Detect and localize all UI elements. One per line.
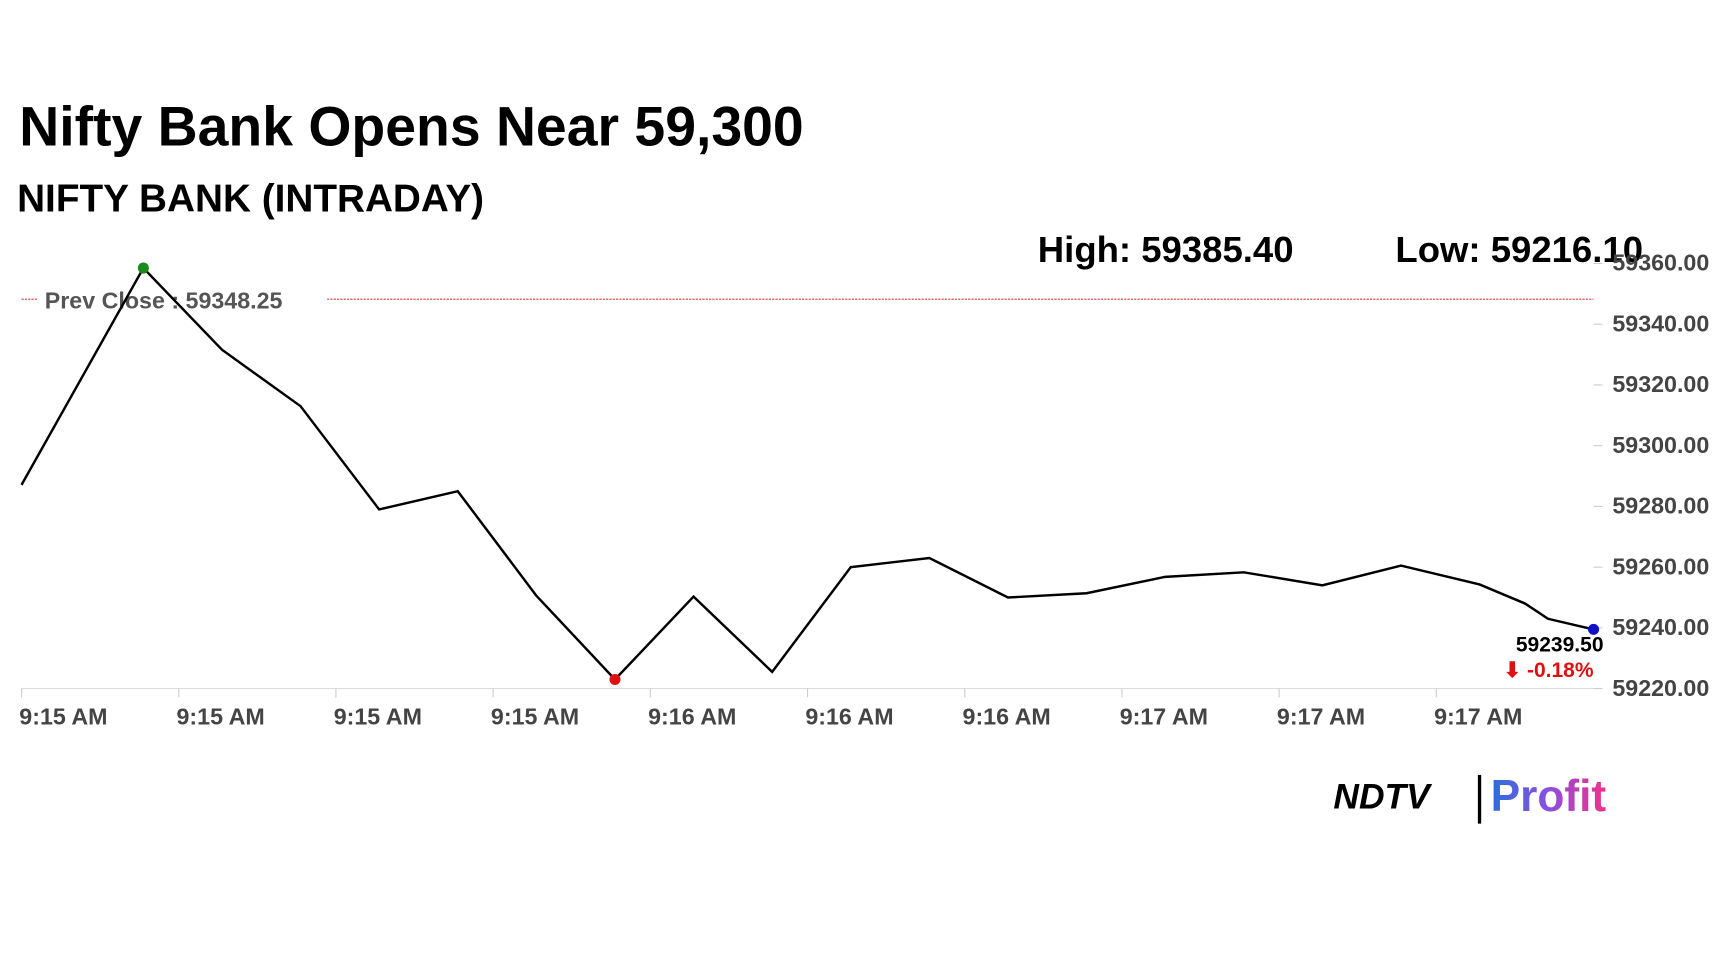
y-tick-label: 59360.00 bbox=[1612, 250, 1709, 276]
x-tick-label: 9:17 AM bbox=[1434, 704, 1522, 730]
x-tick-label: 9:15 AM bbox=[177, 704, 265, 730]
x-tick-label: 9:16 AM bbox=[805, 704, 893, 730]
x-tick-label: 9:17 AM bbox=[1277, 704, 1365, 730]
x-tick-label: 9:15 AM bbox=[334, 704, 422, 730]
x-tick-label: 9:17 AM bbox=[1120, 704, 1208, 730]
logo-right: Profit bbox=[1491, 772, 1607, 821]
high-marker bbox=[137, 262, 149, 274]
y-tick-label: 59340.00 bbox=[1612, 310, 1709, 336]
x-tick-label: 9:15 AM bbox=[19, 704, 107, 730]
logo: NDTV Profit bbox=[1333, 772, 1606, 824]
high-label: High: 59385.40 bbox=[1038, 229, 1294, 270]
low-marker bbox=[609, 673, 621, 686]
y-tick-label: 59320.00 bbox=[1612, 371, 1709, 397]
line-series bbox=[20, 266, 1594, 682]
y-tick-label: 59260.00 bbox=[1612, 553, 1709, 579]
last-value-label: 59239.50 bbox=[1516, 634, 1604, 657]
last-marker bbox=[1588, 623, 1600, 635]
x-tick-label: 9:16 AM bbox=[963, 704, 1051, 730]
chart-title: Nifty Bank Opens Near 59,300 bbox=[19, 95, 803, 157]
x-tick-label: 9:15 AM bbox=[491, 704, 579, 730]
change-label: ⬇ -0.18% bbox=[1504, 659, 1594, 682]
y-tick-label: 59220.00 bbox=[1612, 675, 1709, 701]
logo-left: NDTV bbox=[1333, 777, 1433, 817]
y-tick-label: 59300.00 bbox=[1612, 432, 1709, 458]
prev-close-label: Prev Close : 59348.25 bbox=[45, 288, 283, 314]
y-tick-label: 59240.00 bbox=[1612, 614, 1709, 640]
low-label: Low: 59216.10 bbox=[1395, 229, 1643, 270]
y-tick-label: 59280.00 bbox=[1612, 493, 1709, 519]
chart-subtitle: NIFTY BANK (INTRADAY) bbox=[17, 178, 484, 221]
x-tick-label: 9:16 AM bbox=[648, 704, 736, 730]
